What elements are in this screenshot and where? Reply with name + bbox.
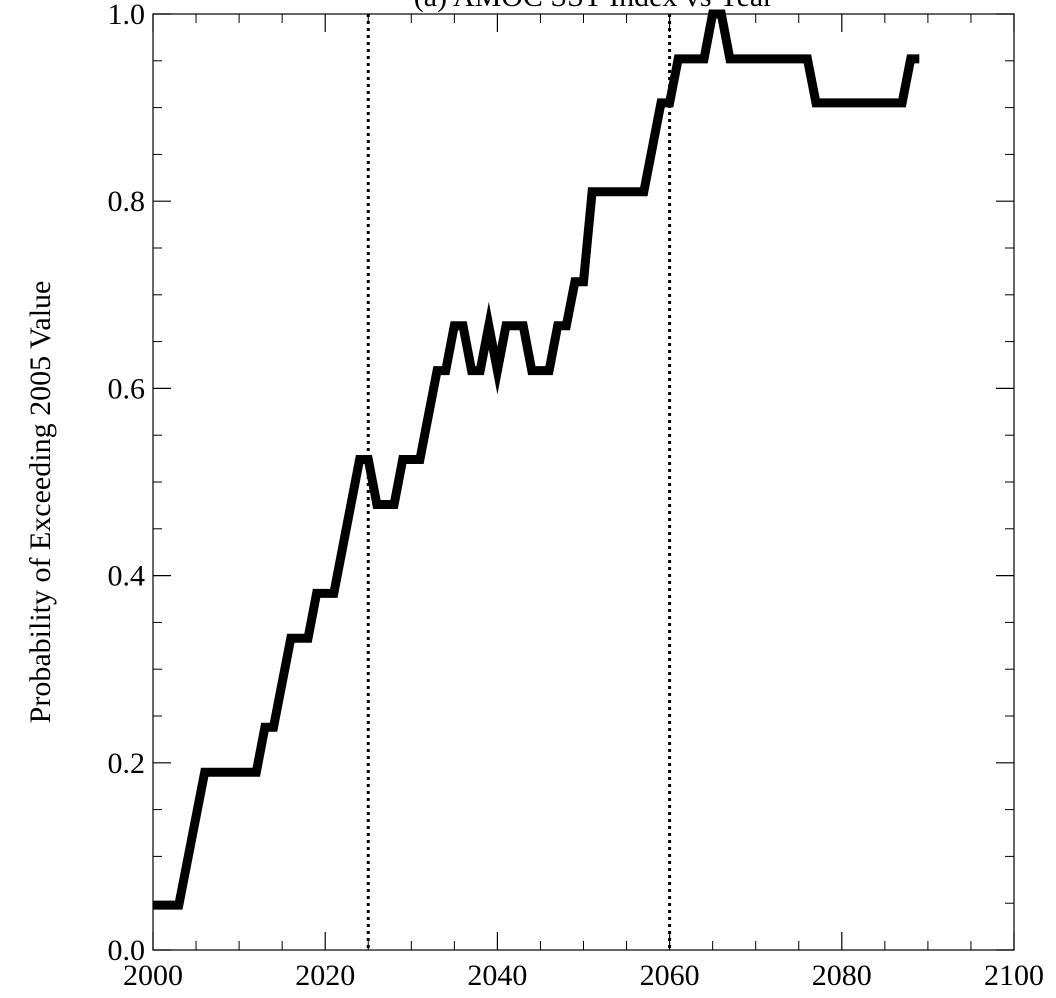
chart-title: (a) AMOC SST Index vs Year: [414, 0, 773, 13]
x-tick-label: 2100: [984, 959, 1044, 992]
data-series: [153, 9, 920, 910]
y-axis-label: Probability of Exceeding 2005 Value: [24, 281, 57, 724]
x-tick-label: 2040: [467, 959, 527, 992]
x-tick-label: 2060: [640, 959, 700, 992]
y-tick-label: 0.6: [108, 372, 146, 405]
y-axis-tick-labels: 0.0 0.2 0.4 0.6 0.8 1.0: [108, 0, 146, 967]
reference-lines: [366, 14, 672, 950]
axis-ticks: [152, 13, 1015, 951]
y-tick-label: 0.4: [108, 560, 146, 593]
x-tick-label: 2000: [123, 959, 183, 992]
y-tick-label: 0.8: [108, 185, 146, 218]
y-tick-label: 1.0: [108, 0, 146, 31]
y-tick-label: 0.2: [108, 747, 146, 780]
y-tick-label: 0.0: [108, 934, 146, 967]
plot-area-frame: [152, 13, 1015, 951]
series-line-0: [153, 9, 920, 910]
x-axis-tick-labels: 2000 2020 2040 2060 2080 2100: [123, 959, 1044, 992]
x-tick-label: 2080: [812, 959, 872, 992]
x-tick-label: 2020: [295, 959, 355, 992]
